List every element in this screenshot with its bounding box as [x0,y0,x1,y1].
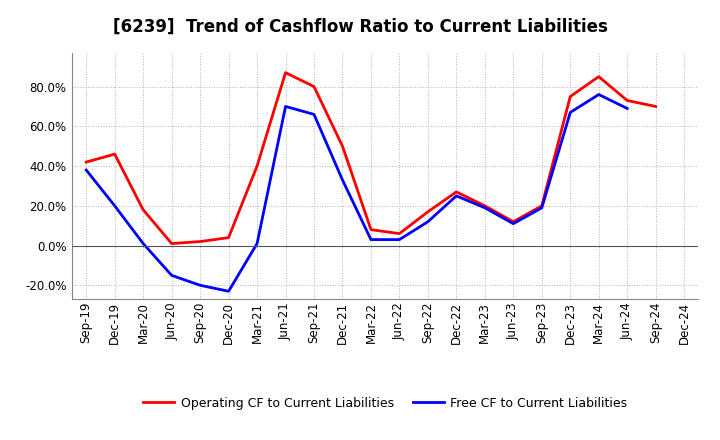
Operating CF to Current Liabilities [366,227,375,232]
Free CF to Current Liabilities [395,237,404,242]
Operating CF to Current Liabilities [82,159,91,165]
Free CF to Current Liabilities [366,237,375,242]
Free CF to Current Liabilities [225,289,233,294]
Free CF to Current Liabilities [139,241,148,246]
Free CF to Current Liabilities [282,104,290,109]
Operating CF to Current Liabilities [452,189,461,194]
Operating CF to Current Liabilities [196,239,204,244]
Operating CF to Current Liabilities [310,84,318,89]
Free CF to Current Liabilities [480,205,489,210]
Free CF to Current Liabilities [537,205,546,210]
Operating CF to Current Liabilities [480,203,489,209]
Operating CF to Current Liabilities [652,104,660,109]
Operating CF to Current Liabilities [423,209,432,214]
Operating CF to Current Liabilities [338,143,347,149]
Free CF to Current Liabilities [167,273,176,278]
Operating CF to Current Liabilities [225,235,233,240]
Free CF to Current Liabilities [110,203,119,209]
Free CF to Current Liabilities [566,110,575,115]
Free CF to Current Liabilities [338,177,347,183]
Operating CF to Current Liabilities [253,163,261,169]
Free CF to Current Liabilities [196,282,204,288]
Operating CF to Current Liabilities [395,231,404,236]
Free CF to Current Liabilities [82,167,91,172]
Operating CF to Current Liabilities [537,203,546,209]
Text: [6239]  Trend of Cashflow Ratio to Current Liabilities: [6239] Trend of Cashflow Ratio to Curren… [112,18,608,36]
Line: Operating CF to Current Liabilities: Operating CF to Current Liabilities [86,73,656,244]
Free CF to Current Liabilities [310,112,318,117]
Operating CF to Current Liabilities [595,74,603,79]
Free CF to Current Liabilities [423,219,432,224]
Operating CF to Current Liabilities [167,241,176,246]
Legend: Operating CF to Current Liabilities, Free CF to Current Liabilities: Operating CF to Current Liabilities, Fre… [138,392,632,414]
Free CF to Current Liabilities [509,221,518,226]
Operating CF to Current Liabilities [509,219,518,224]
Free CF to Current Liabilities [623,106,631,111]
Operating CF to Current Liabilities [623,98,631,103]
Line: Free CF to Current Liabilities: Free CF to Current Liabilities [86,95,627,291]
Operating CF to Current Liabilities [110,151,119,157]
Free CF to Current Liabilities [595,92,603,97]
Free CF to Current Liabilities [452,193,461,198]
Operating CF to Current Liabilities [139,207,148,213]
Operating CF to Current Liabilities [566,94,575,99]
Operating CF to Current Liabilities [282,70,290,75]
Free CF to Current Liabilities [253,241,261,246]
